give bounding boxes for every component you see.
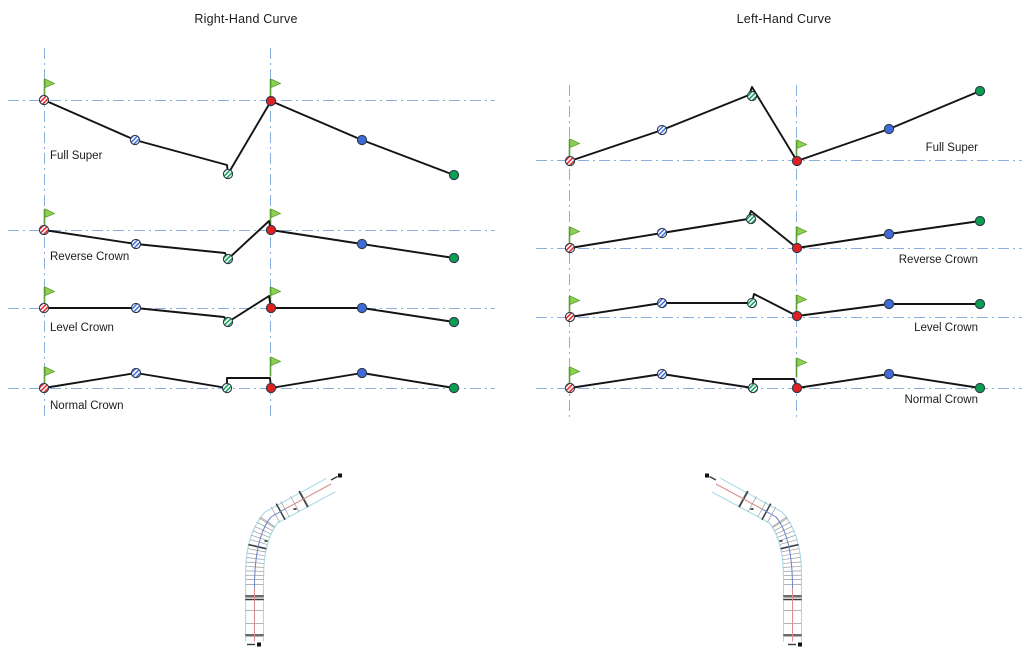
row-label-level-crown-left: Level Crown	[50, 322, 114, 334]
row-label-full-super-right: Full Super	[925, 142, 978, 154]
diagram-title-right-hand-curve: Right-Hand Curve	[194, 12, 298, 26]
row-label-normal-crown-left: Normal Crown	[50, 400, 124, 412]
row-label-reverse-crown-right: Reverse Crown	[898, 254, 978, 266]
row-label-reverse-crown-left: Reverse Crown	[50, 251, 130, 263]
row-label-normal-crown-right: Normal Crown	[904, 394, 979, 406]
diagram-title-left-hand-curve: Left-Hand Curve	[736, 12, 832, 26]
row-label-full-super-left: Full Super	[50, 150, 103, 162]
row-label-level-crown-right: Level Crown	[914, 322, 978, 334]
